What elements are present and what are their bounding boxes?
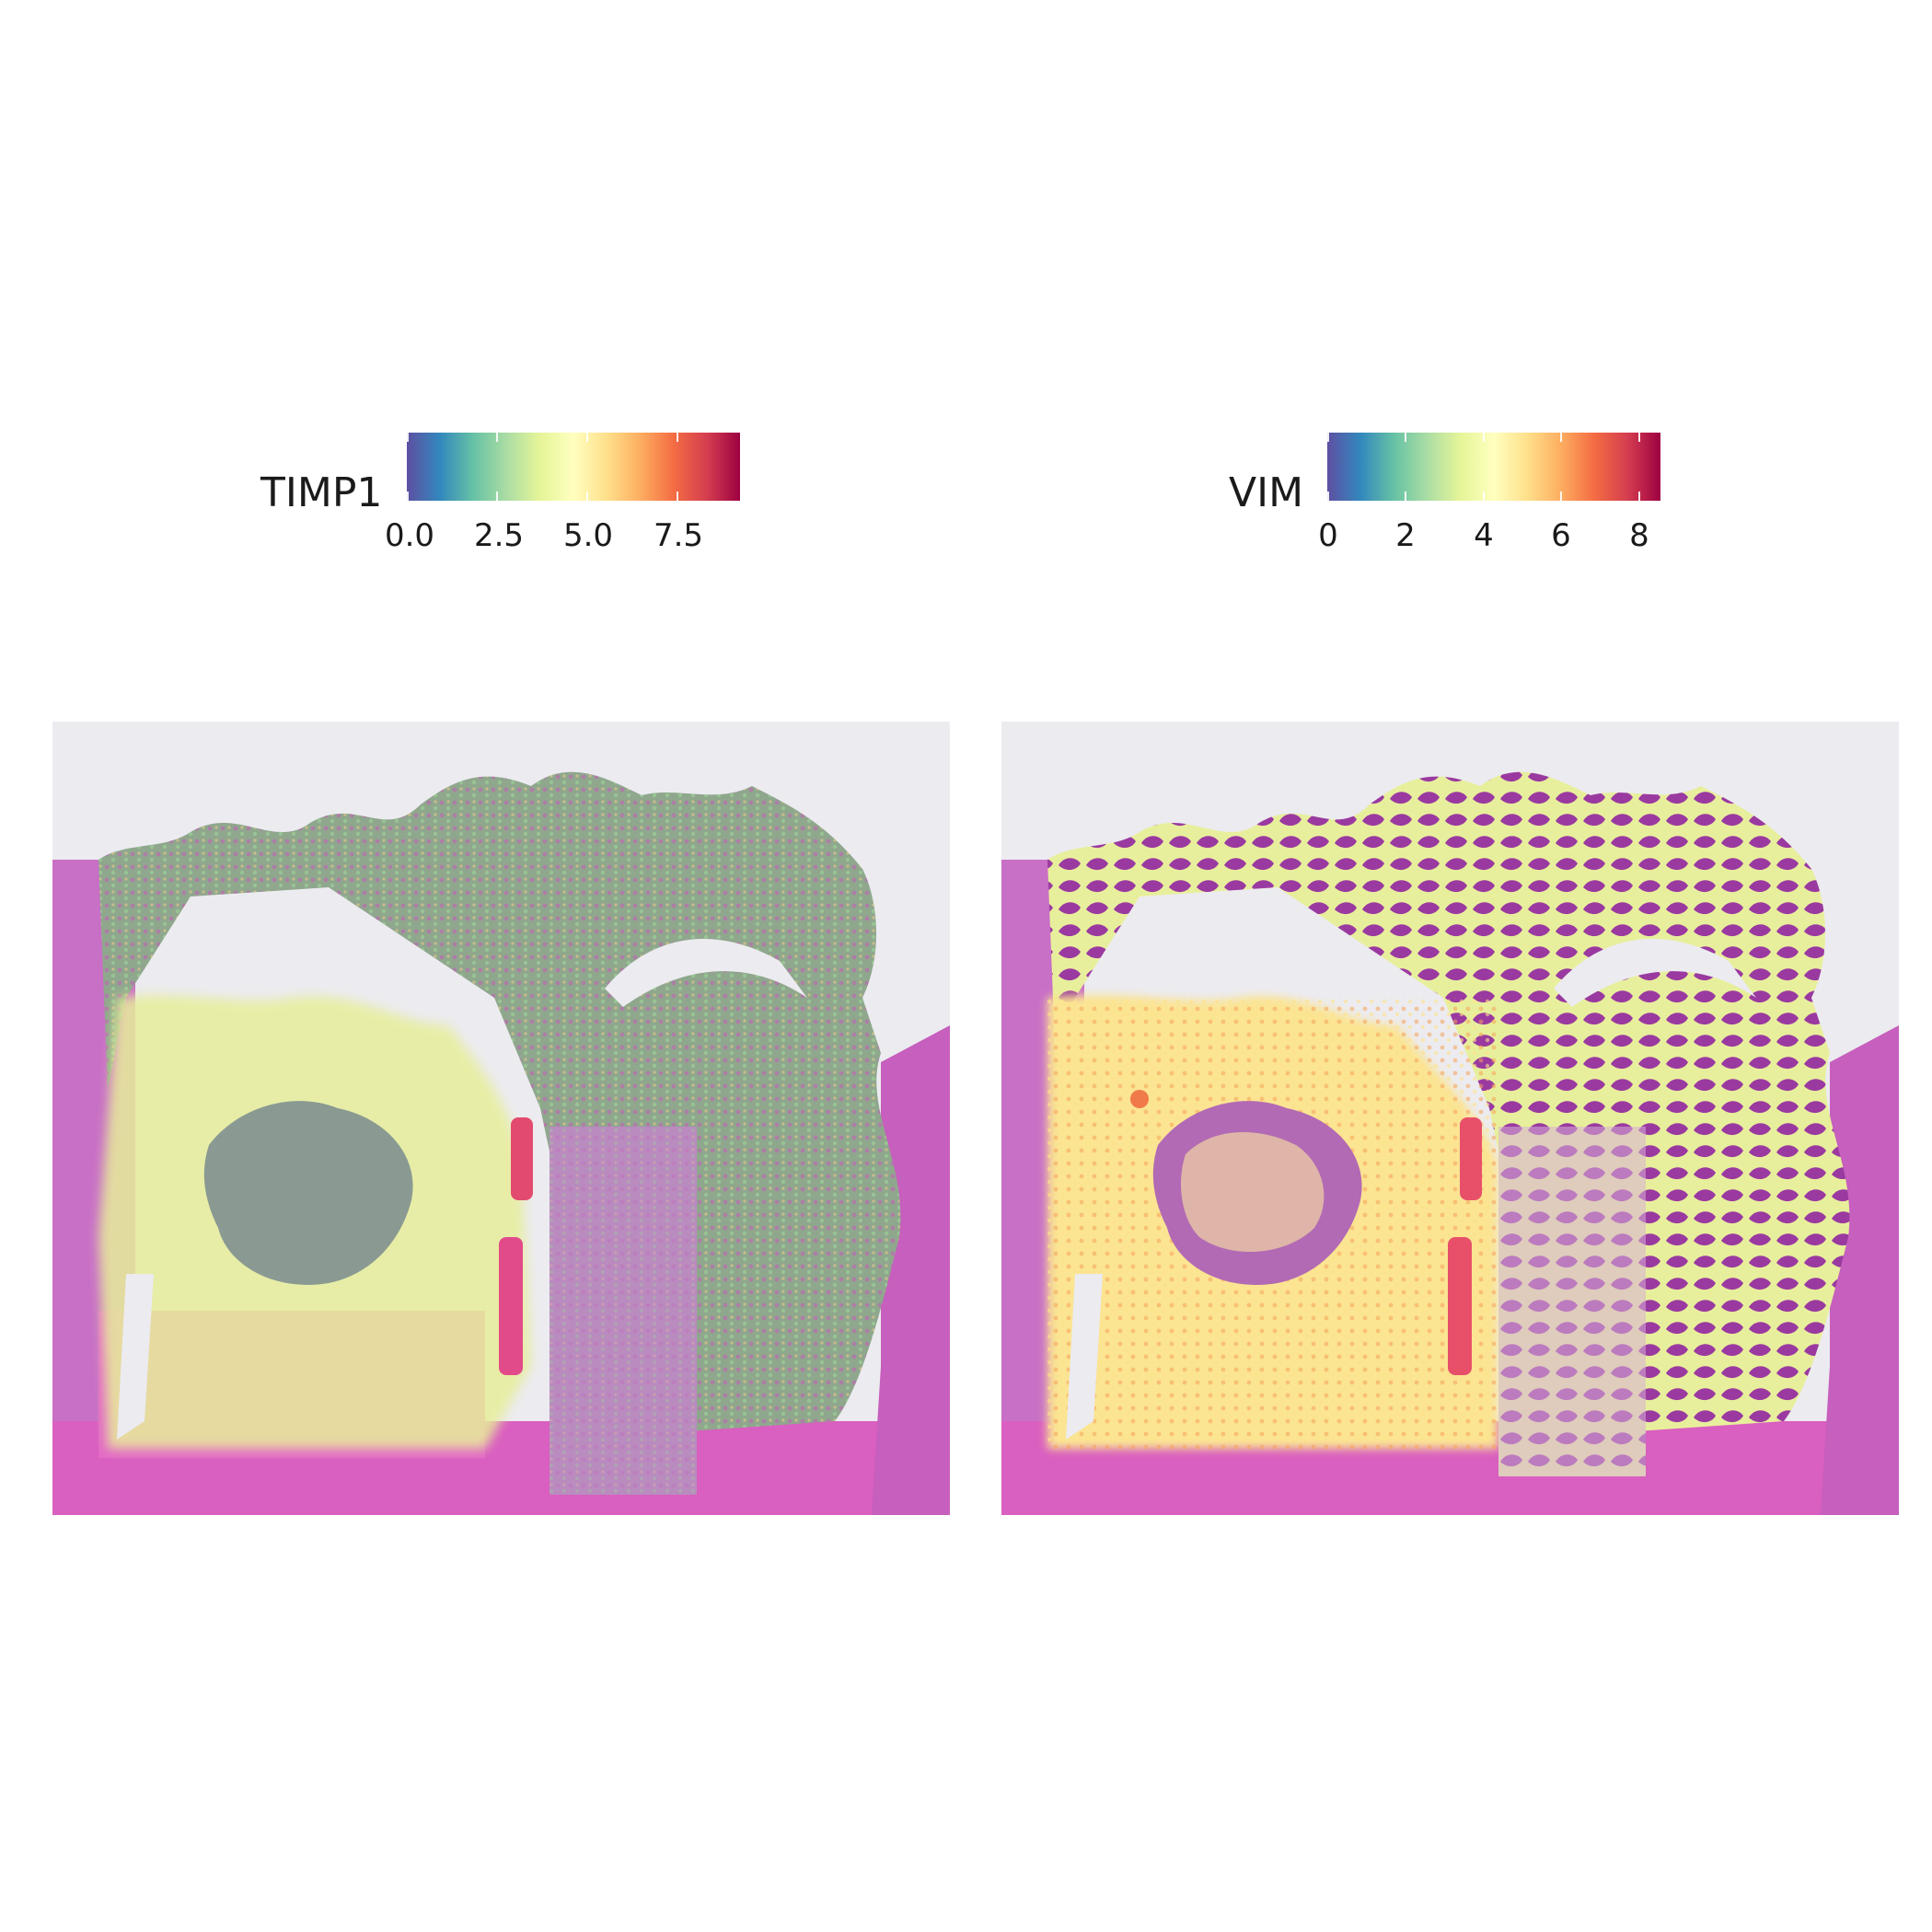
tissue-gap (283, 925, 356, 961)
colorbar-tick-label: 8 (1629, 517, 1649, 554)
tissue-vessel-hotspot (1460, 1117, 1482, 1200)
colorbar-tick-mark (407, 492, 409, 501)
colorbar-tick-label: 5.0 (562, 517, 614, 554)
tissue-gap (605, 939, 807, 1007)
tissue-crypt-pattern (550, 1127, 697, 1495)
tissue-tumor-mass (1047, 771, 1850, 1440)
tissue-gap (1232, 925, 1305, 961)
tissue-gap (1066, 1274, 1103, 1440)
tissue-muscle-right (1821, 1025, 1899, 1515)
tissue-svg (52, 771, 950, 1515)
colorbar-tick-mark (677, 433, 678, 442)
colorbar-tick-mark (1483, 492, 1485, 501)
colorbar-tick-mark (1483, 433, 1485, 442)
colorbar-tick-mark (407, 433, 409, 442)
tissue-vessel-hotspot (1448, 1237, 1472, 1375)
tissue-gland-island-inner (1181, 1132, 1325, 1253)
colorbar-tick-label: 0.0 (384, 517, 435, 554)
panel-timp1: TIMP1 0.0 2.5 5.0 7.5 (52, 433, 950, 1515)
tissue-vessel-hotspot (511, 1117, 533, 1200)
legend-title: TIMP1 (260, 469, 383, 516)
colorbar-tick-mark (1638, 433, 1640, 442)
colorbar-tick-mark (1327, 433, 1329, 442)
panel-vim: VIM 0 2 4 6 8 (966, 0, 1931, 1932)
tissue-muscle-right (872, 1025, 950, 1515)
tissue-crypt-pattern (1498, 1127, 1646, 1476)
tissue-gland-island (203, 1101, 413, 1285)
colorbar-tick-mark (1560, 433, 1562, 442)
colorbar-tick-mark (1405, 492, 1406, 501)
tissue-gap (117, 1274, 154, 1440)
colorbar-tick-mark (1560, 492, 1562, 501)
colorbar-tick-mark (496, 492, 498, 501)
tissue-image-vim (1001, 722, 1899, 1515)
legend-title: VIM (1229, 469, 1304, 516)
colorbar-tick-mark (1638, 492, 1640, 501)
colorbar-tick-mark (586, 433, 588, 442)
colorbar-tick-label: 2 (1395, 517, 1416, 554)
colorbar-tick-label: 7.5 (653, 517, 704, 554)
colorbar-tick-label: 2.5 (473, 517, 525, 554)
colorbar-tick-mark (496, 433, 498, 442)
tissue-svg (1001, 771, 1899, 1515)
colorbar-tick-label: 4 (1474, 517, 1494, 554)
colorbar-tick-mark (586, 492, 588, 501)
colorbar-tick-mark (1405, 433, 1406, 442)
colorbar-tick-label: 0 (1318, 517, 1338, 554)
colorbar-tick-label: 6 (1551, 517, 1571, 554)
tissue-tumor-speckle (98, 771, 901, 1440)
tissue-image-timp1 (52, 722, 950, 1515)
tissue-gap (1554, 939, 1756, 1007)
tissue-vessel-hotspot (499, 1237, 523, 1375)
colorbar-tick-mark (677, 492, 678, 501)
tissue-hotspot (1130, 1090, 1149, 1108)
colorbar-tick-mark (1327, 492, 1329, 501)
colorbar (1327, 433, 1660, 501)
colorbar (407, 433, 740, 501)
